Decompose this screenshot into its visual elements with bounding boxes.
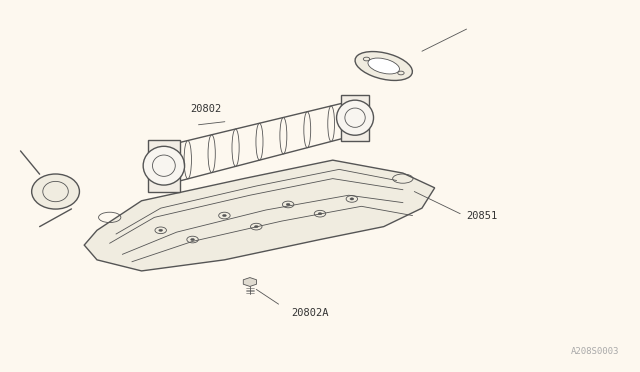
Text: 20802: 20802	[190, 104, 221, 114]
Text: 20802A: 20802A	[291, 308, 329, 318]
Ellipse shape	[350, 198, 354, 200]
Polygon shape	[341, 94, 369, 141]
Ellipse shape	[31, 174, 79, 209]
Ellipse shape	[368, 58, 399, 74]
Ellipse shape	[223, 214, 227, 217]
Ellipse shape	[337, 100, 374, 135]
Ellipse shape	[355, 52, 412, 80]
Ellipse shape	[159, 229, 163, 231]
Ellipse shape	[286, 203, 290, 206]
Ellipse shape	[143, 146, 184, 185]
Ellipse shape	[318, 212, 322, 215]
Ellipse shape	[254, 225, 258, 228]
Polygon shape	[148, 140, 180, 192]
Polygon shape	[84, 160, 435, 271]
Text: 20851: 20851	[467, 211, 498, 221]
Text: A208S0003: A208S0003	[571, 347, 620, 356]
Ellipse shape	[191, 238, 195, 241]
